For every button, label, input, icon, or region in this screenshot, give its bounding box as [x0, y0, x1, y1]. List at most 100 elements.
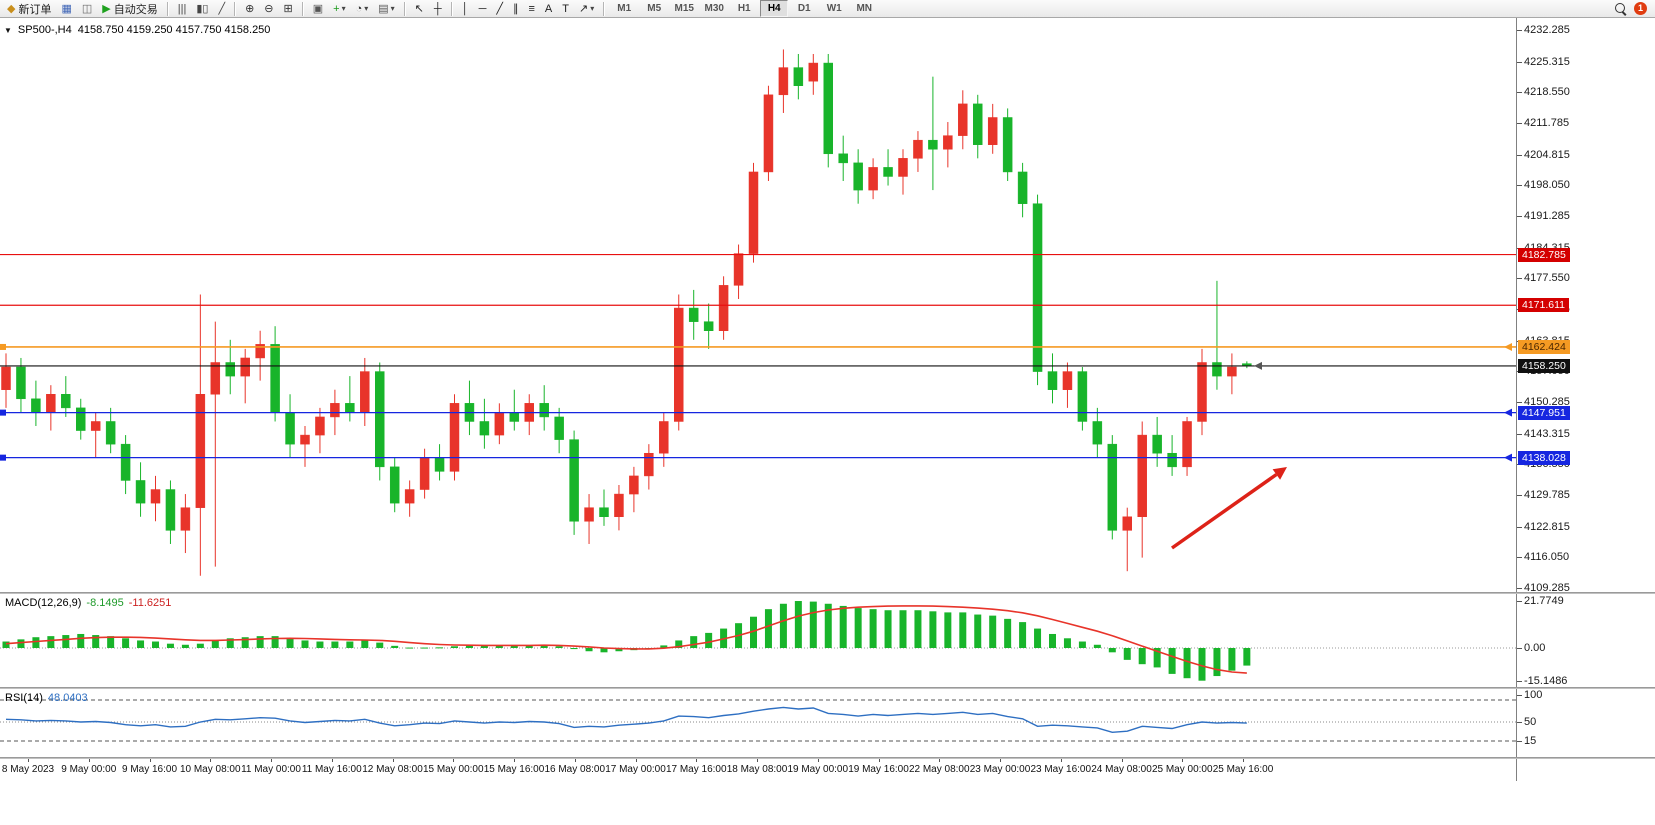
macd-bar	[286, 638, 294, 648]
macd-bar	[271, 636, 279, 648]
arrange-button[interactable]: ▣	[309, 0, 327, 18]
price-tick-label: 4191.285	[1524, 210, 1570, 223]
axis-tick	[1517, 123, 1522, 124]
shapes-button[interactable]: ↗ ▾	[575, 0, 598, 18]
autotrade-button[interactable]: ▶ 自动交易	[98, 0, 161, 18]
macd-bar	[495, 645, 503, 648]
line-chart-button[interactable]: ╱	[214, 0, 229, 18]
zoom-out-button[interactable]: ⊖	[260, 0, 277, 18]
timeframe-button-m30[interactable]: M30	[704, 3, 724, 14]
timeframe-button-h4[interactable]: H4	[760, 0, 789, 17]
quote-panel-toggle-icon[interactable]: ▼	[4, 26, 12, 35]
macd-bar	[1168, 648, 1176, 674]
profiles-button[interactable]: ◫	[78, 0, 96, 18]
price-tick-label: 4109.285	[1524, 582, 1570, 595]
rsi-panel	[0, 699, 1516, 742]
macd-bar	[555, 646, 563, 648]
candle	[958, 90, 968, 150]
timeframe-button-mn[interactable]: MN	[856, 3, 872, 14]
time-label: 12 May 08:00	[362, 764, 423, 775]
fibonacci-button[interactable]: ≡	[524, 0, 538, 18]
candle	[1152, 416, 1162, 467]
candle	[479, 398, 490, 449]
axis-tick	[1517, 433, 1522, 435]
periods-button[interactable]: ◔ ▾	[352, 0, 373, 18]
last-price-marker	[1254, 361, 1262, 370]
trendline-button[interactable]: ╱	[492, 0, 507, 18]
charts-button[interactable]: ▦	[57, 0, 75, 18]
timeframe-button-m5[interactable]: M5	[647, 3, 662, 14]
vertical-line-button[interactable]: │	[458, 0, 473, 18]
candle	[16, 357, 26, 413]
timeframe-button-m15[interactable]: M15	[674, 3, 694, 14]
price-badge-4162.424: 4162.424	[1518, 339, 1570, 354]
candle	[718, 276, 729, 340]
candle	[135, 462, 146, 517]
macd-bar	[764, 609, 772, 648]
timeframe-button-h1[interactable]: H1	[737, 3, 751, 14]
candle	[225, 339, 235, 395]
line-handle[interactable]	[0, 343, 6, 350]
macd-bar	[1078, 641, 1086, 648]
axis-tick	[1517, 185, 1522, 187]
panel-separator[interactable]	[0, 687, 1655, 689]
zoom-in-button[interactable]: ⊕	[241, 0, 258, 18]
line-handle[interactable]	[0, 409, 6, 416]
new-order-button[interactable]: ◆ 新订单	[3, 0, 55, 18]
macd-panel	[0, 601, 1516, 681]
axis-tick	[1517, 402, 1522, 404]
crosshair-button[interactable]: ┼	[430, 0, 446, 18]
panel-separator[interactable]	[0, 592, 1655, 594]
timeframe-button-m1[interactable]: M1	[617, 3, 632, 14]
candle	[883, 149, 893, 186]
horizontal-line-button[interactable]: ─	[475, 0, 491, 18]
macd-bar	[675, 640, 683, 648]
candlestick-chart-icon: ▮▯	[196, 2, 209, 15]
text-label-button[interactable]: T	[558, 0, 573, 18]
search-icon[interactable]	[1614, 2, 1628, 16]
time-tick	[1060, 759, 1062, 762]
bar-chart-icon: |||	[177, 2, 187, 15]
macd-bar	[301, 640, 309, 648]
candle	[928, 76, 938, 191]
candlestick-chart-button[interactable]: ▮▯	[192, 0, 212, 18]
vertical-line-icon: │	[461, 2, 469, 15]
axis-tick	[1517, 61, 1522, 63]
bar-chart-button[interactable]: |||	[174, 0, 191, 18]
templates-button[interactable]: ▤ ▾	[374, 0, 398, 18]
candle	[1212, 280, 1222, 390]
candle	[778, 49, 789, 113]
timeframe-button-d1[interactable]: D1	[797, 3, 811, 14]
axis-tick	[1517, 464, 1522, 466]
trend-arrow[interactable]	[1170, 473, 1278, 550]
window-bottom-strip	[0, 781, 1655, 825]
macd-bar	[809, 601, 817, 648]
indicators-button[interactable]: + ▾	[329, 0, 349, 18]
text-button[interactable]: A	[541, 0, 556, 18]
candle	[345, 376, 355, 422]
macd-bar	[1093, 644, 1101, 648]
tile-windows-button[interactable]: ⊞	[280, 0, 297, 18]
candle	[195, 294, 206, 576]
time-tick	[149, 759, 151, 762]
notification-badge[interactable]: 1	[1634, 2, 1647, 15]
candle	[389, 457, 400, 513]
candle	[375, 362, 385, 481]
macd-signal-line	[5, 605, 1247, 674]
macd-bar	[421, 647, 429, 649]
indicators-icon: +	[333, 2, 340, 15]
toolbar-right-group: 1	[1614, 2, 1653, 16]
axis-tick	[1517, 92, 1522, 94]
charts-icon: ▦	[61, 2, 72, 15]
line-handle[interactable]	[0, 454, 6, 461]
axis-tick	[1517, 722, 1522, 723]
channel-button[interactable]: ∥	[509, 0, 523, 18]
macd-bar	[361, 640, 369, 648]
timeframe-button-w1[interactable]: W1	[826, 3, 842, 14]
macd-bar	[974, 614, 982, 648]
panel-separator[interactable]	[0, 757, 1655, 759]
chart-symbol-period: SP500-,H4	[17, 24, 72, 36]
price-badge-4158.250: 4158.250	[1518, 358, 1570, 373]
cursor-button[interactable]: ↖	[411, 0, 428, 18]
macd-bar	[32, 637, 40, 648]
